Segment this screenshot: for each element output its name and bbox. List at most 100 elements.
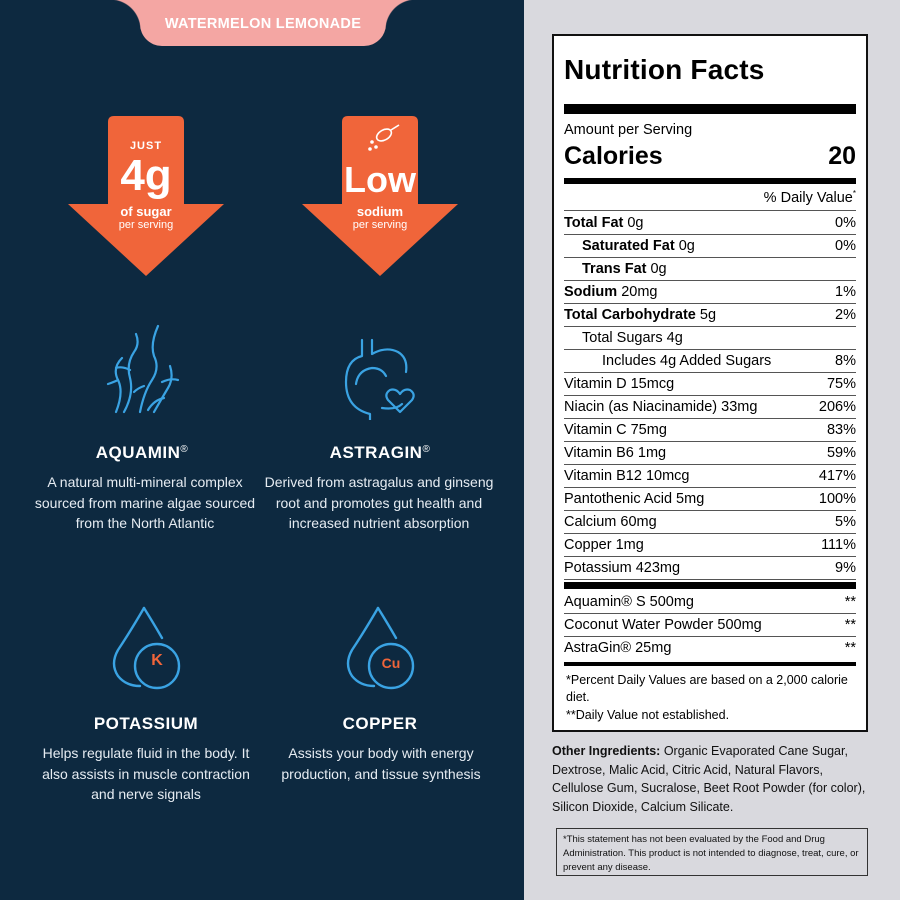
nutrient-name: Vitamin C 75mg: [564, 422, 667, 438]
nutrient-row: Vitamin C 75mg 83%: [564, 419, 856, 442]
copper-symbol: Cu: [381, 655, 401, 671]
seaweed-icon: [106, 324, 180, 414]
other-nutrient-daily-value: **: [844, 594, 856, 610]
nutrient-row: Vitamin B6 1mg 59%: [564, 442, 856, 465]
nutrient-daily-value: 8%: [835, 353, 856, 369]
astragin-title: ASTRAGIN®: [329, 443, 431, 462]
sugar-prefix: JUST: [129, 140, 163, 152]
copper-description: Assists your body with energy production…: [281, 745, 481, 782]
nutrient-name: Copper 1mg: [564, 537, 644, 553]
nutrient-row: Includes 4g Added Sugars 8%: [564, 350, 856, 373]
sodium-badge: Low sodium per serving: [302, 116, 458, 276]
nutrient-daily-value: 5%: [835, 514, 856, 530]
nutrient-daily-value: 100%: [818, 491, 856, 507]
astragin-description: Derived from astragalus and ginseng root…: [264, 474, 494, 531]
nutrient-name: Calcium 60mg: [564, 514, 657, 530]
nutrient-name-bold: Trans Fat: [582, 261, 647, 277]
nutrient-name: Potassium 423mg: [564, 560, 680, 576]
sodium-sublabel: per serving: [352, 219, 408, 231]
nutrient-name: Total Fat 0g: [564, 215, 644, 231]
medium-divider: [564, 582, 856, 589]
nutrient-amount: Includes 4g Added Sugars: [602, 353, 772, 369]
nutrient-row: Pantothenic Acid 5mg 100%: [564, 488, 856, 511]
drop-cu-icon: [346, 606, 415, 690]
nutrient-daily-value: 1%: [835, 284, 856, 300]
other-ingredients: Other Ingredients: Organic Evaporated Ca…: [552, 742, 872, 816]
thin-divider: [564, 210, 856, 211]
nutrient-name: Includes 4g Added Sugars: [602, 353, 771, 369]
other-ingredients-text: Organic Evaporated Cane Sugar, Dextrose,…: [552, 744, 866, 814]
sugar-sublabel: per serving: [118, 219, 174, 231]
nutrient-daily-value: 75%: [826, 376, 856, 392]
nutrition-facts-title: Nutrition Facts: [564, 54, 765, 85]
nutrient-daily-value: 206%: [818, 399, 856, 415]
other-nutrient-row: AstraGin® 25mg **: [564, 637, 856, 660]
potassium-title: POTASSIUM: [93, 714, 199, 733]
medium-divider: [564, 178, 856, 184]
calories-label: Calories: [564, 142, 663, 170]
nutrient-row: Vitamin D 15mcg 75%: [564, 373, 856, 396]
nutrient-amount: 0g: [623, 215, 644, 231]
nutrient-name: Sodium 20mg: [564, 284, 657, 300]
other-nutrient-row: Aquamin® S 500mg **: [564, 591, 856, 614]
stomach-heart-icon: [344, 338, 415, 420]
nutrient-name: Trans Fat 0g: [582, 261, 667, 277]
nutrient-daily-value: 2%: [835, 307, 856, 323]
nutrient-name: Pantothenic Acid 5mg: [564, 491, 704, 507]
nutrient-name-bold: Sodium: [564, 284, 618, 300]
nutrient-amount: Total Sugars 4g: [582, 330, 683, 346]
nutrient-name-bold: Total Fat: [564, 215, 624, 231]
nutrient-row: Potassium 423mg 9%: [564, 557, 856, 580]
nutrient-daily-value: 0%: [835, 215, 856, 231]
nutrient-amount: Vitamin D 15mcg: [564, 376, 675, 392]
footnote-daily-values: *Percent Daily Values are based on a 2,0…: [566, 673, 848, 704]
nutrition-facts-label: Nutrition Facts Amount per Serving Calor…: [552, 34, 868, 732]
nutrient-row: Trans Fat 0g: [564, 258, 856, 281]
fda-disclaimer: *This statement has not been evaluated b…: [556, 828, 868, 876]
copper-title: COPPER: [342, 714, 418, 733]
flavor-tab: WATERMELON LEMONADE: [110, 0, 416, 46]
arrow-shape-icon: [302, 116, 458, 276]
other-ingredients-label: Other Ingredients:: [552, 744, 661, 758]
nutrient-row: Total Fat 0g 0%: [564, 212, 856, 235]
thick-divider: [564, 104, 856, 114]
nutrient-name: Vitamin B6 1mg: [564, 445, 666, 461]
nutrient-row: Copper 1mg 111%: [564, 534, 856, 557]
nutrient-name-bold: Total Carbohydrate: [564, 307, 696, 323]
other-nutrient-daily-value: **: [844, 640, 856, 656]
nutrient-name: Total Sugars 4g: [582, 330, 683, 346]
nutrient-daily-value: 0%: [835, 238, 856, 254]
aquamin-description: A natural multi-mineral complex sourced …: [34, 474, 256, 531]
nutrient-row: Sodium 20mg 1%: [564, 281, 856, 304]
aquamin-title: AQUAMIN®: [95, 443, 189, 462]
nutrient-amount: 5g: [695, 307, 717, 323]
drop-k-icon: [112, 606, 181, 690]
footnote-not-established: **Daily Value not established.: [566, 708, 730, 722]
nutrient-name: Saturated Fat 0g: [582, 238, 695, 254]
nutrient-amount: Vitamin B6 1mg: [564, 445, 667, 461]
nutrient-amount: Vitamin B12 10mcg: [564, 468, 690, 484]
nutrient-daily-value: 83%: [826, 422, 856, 438]
sodium-amount: Low: [344, 159, 416, 200]
nutrient-amount: Niacin (as Niacinamide) 33mg: [564, 399, 758, 415]
sugar-label: of sugar: [120, 204, 172, 219]
nutrient-amount: Potassium 423mg: [564, 560, 681, 576]
nutrient-daily-value: 9%: [835, 560, 856, 576]
nutrient-name: Niacin (as Niacinamide) 33mg: [564, 399, 757, 415]
flavor-name: WATERMELON LEMONADE: [164, 16, 362, 32]
nutrient-row: Saturated Fat 0g 0%: [564, 235, 856, 258]
nutrient-daily-value: 111%: [821, 537, 856, 553]
other-nutrient-name: Aquamin® S 500mg: [564, 594, 694, 610]
nutrient-amount: Calcium 60mg: [564, 514, 657, 530]
nutrient-name: Vitamin D 15mcg: [564, 376, 674, 392]
salt-spoon-icon: [368, 124, 400, 151]
nutrient-daily-value: 417%: [818, 468, 856, 484]
nutrient-amount: 0g: [674, 238, 695, 254]
nutrient-row: Total Carbohydrate 5g 2%: [564, 304, 856, 327]
nutrient-name-bold: Saturated Fat: [582, 238, 675, 254]
other-nutrient-daily-value: **: [844, 617, 856, 633]
calories-value: 20: [828, 142, 856, 170]
other-nutrient-name: Coconut Water Powder 500mg: [564, 617, 762, 633]
sugar-amount: 4g: [120, 151, 172, 200]
nutrient-row: Niacin (as Niacinamide) 33mg 206%: [564, 396, 856, 419]
